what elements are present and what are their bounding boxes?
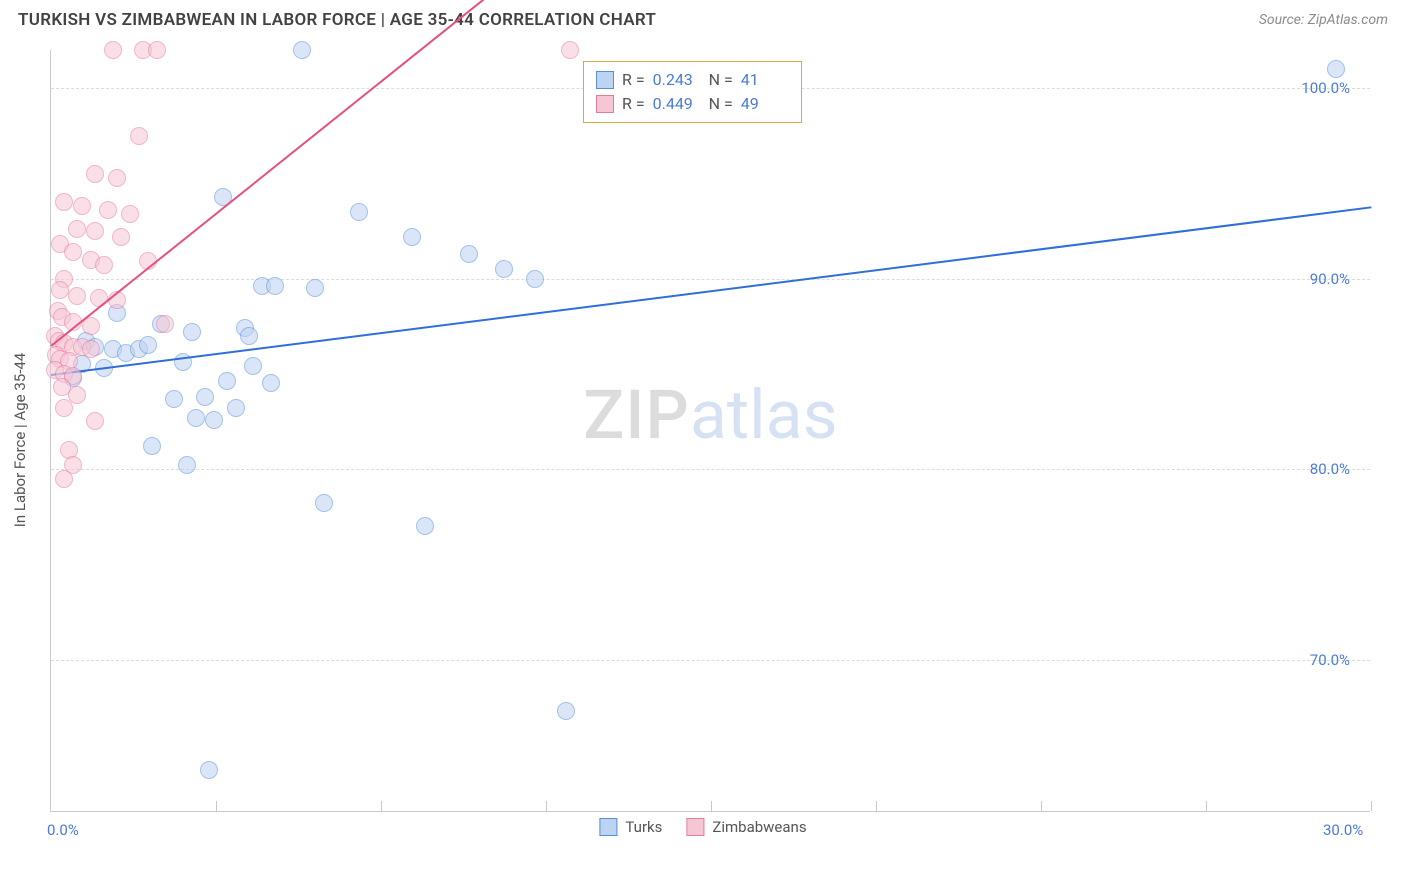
data-point	[108, 169, 126, 187]
chart-source: Source: ZipAtlas.com	[1259, 12, 1388, 28]
data-point	[86, 165, 104, 183]
x-tick	[1371, 801, 1372, 811]
data-point	[68, 287, 86, 305]
data-point	[183, 323, 201, 341]
y-tick-label: 100.0%	[1301, 79, 1350, 97]
data-point	[86, 412, 104, 430]
data-point	[227, 399, 245, 417]
data-point	[55, 399, 73, 417]
chart-header: TURKISH VS ZIMBABWEAN IN LABOR FORCE | A…	[0, 0, 1406, 36]
legend-swatch	[596, 71, 614, 89]
legend-label: Turks	[625, 818, 662, 836]
data-point	[196, 388, 214, 406]
data-point	[178, 456, 196, 474]
stats-row: R = 0.243 N = 41	[596, 68, 789, 92]
x-tick-label: 30.0%	[1323, 821, 1363, 839]
legend-item: Turks	[599, 818, 662, 836]
data-point	[218, 372, 236, 390]
data-point	[557, 702, 575, 720]
data-point	[403, 228, 421, 246]
x-tick	[546, 801, 547, 811]
data-point	[68, 220, 86, 238]
data-point	[68, 386, 86, 404]
data-point	[262, 374, 280, 392]
x-tick	[216, 801, 217, 811]
data-point	[293, 41, 311, 59]
data-point	[55, 193, 73, 211]
stats-legend: R = 0.243 N = 41 R = 0.449 N = 49	[583, 61, 802, 123]
data-point	[130, 127, 148, 145]
data-point	[112, 228, 130, 246]
data-point	[495, 260, 513, 278]
legend-swatch	[596, 95, 614, 113]
watermark-atlas: atlas	[690, 375, 838, 455]
x-tick	[876, 801, 877, 811]
trend-line	[51, 206, 1371, 376]
legend-item: Zimbabweans	[686, 818, 806, 836]
data-point	[205, 411, 223, 429]
legend-swatch	[599, 818, 617, 836]
data-point	[86, 222, 104, 240]
data-point	[51, 281, 69, 299]
data-point	[187, 409, 205, 427]
legend-swatch	[686, 818, 704, 836]
data-point	[121, 205, 139, 223]
data-point	[148, 41, 166, 59]
data-point	[82, 340, 100, 358]
x-tick	[1041, 801, 1042, 811]
plot-area: ZIPatlas 70.0%80.0%90.0%100.0%0.0%30.0%R…	[50, 50, 1370, 812]
x-tick-label: 0.0%	[47, 821, 79, 839]
bottom-legend: Turks Zimbabweans	[599, 818, 806, 836]
n-value: 41	[741, 68, 789, 92]
gridline	[51, 469, 1370, 470]
stats-row: R = 0.449 N = 49	[596, 92, 789, 116]
r-label: R =	[622, 68, 645, 92]
n-label: N =	[709, 92, 733, 116]
data-point	[315, 494, 333, 512]
y-axis-label: In Labor Force | Age 35-44	[11, 353, 29, 527]
data-point	[561, 41, 579, 59]
data-point	[416, 517, 434, 535]
r-value: 0.449	[653, 92, 701, 116]
data-point	[95, 256, 113, 274]
y-tick-label: 90.0%	[1310, 270, 1350, 288]
n-label: N =	[709, 68, 733, 92]
gridline	[51, 660, 1370, 661]
data-point	[64, 243, 82, 261]
data-point	[266, 277, 284, 295]
data-point	[90, 289, 108, 307]
data-point	[240, 327, 258, 345]
data-point	[200, 761, 218, 779]
data-point	[143, 437, 161, 455]
y-tick-label: 80.0%	[1310, 460, 1350, 478]
data-point	[156, 315, 174, 333]
data-point	[99, 201, 117, 219]
r-value: 0.243	[653, 68, 701, 92]
chart-container: In Labor Force | Age 35-44 ZIPatlas 70.0…	[0, 40, 1406, 840]
data-point	[1327, 60, 1345, 78]
x-tick	[1206, 801, 1207, 811]
data-point	[55, 470, 73, 488]
watermark: ZIPatlas	[583, 375, 838, 455]
legend-label: Zimbabweans	[712, 818, 806, 836]
n-value: 49	[741, 92, 789, 116]
watermark-zip: ZIP	[583, 375, 690, 455]
data-point	[350, 203, 368, 221]
data-point	[306, 279, 324, 297]
r-label: R =	[622, 92, 645, 116]
x-tick	[711, 801, 712, 811]
data-point	[165, 390, 183, 408]
y-tick-label: 70.0%	[1310, 651, 1350, 669]
data-point	[139, 336, 157, 354]
data-point	[73, 197, 91, 215]
gridline	[51, 279, 1370, 280]
data-point	[244, 357, 262, 375]
data-point	[460, 245, 478, 263]
x-tick	[381, 801, 382, 811]
data-point	[526, 270, 544, 288]
data-point	[104, 41, 122, 59]
chart-title: TURKISH VS ZIMBABWEAN IN LABOR FORCE | A…	[18, 10, 656, 30]
